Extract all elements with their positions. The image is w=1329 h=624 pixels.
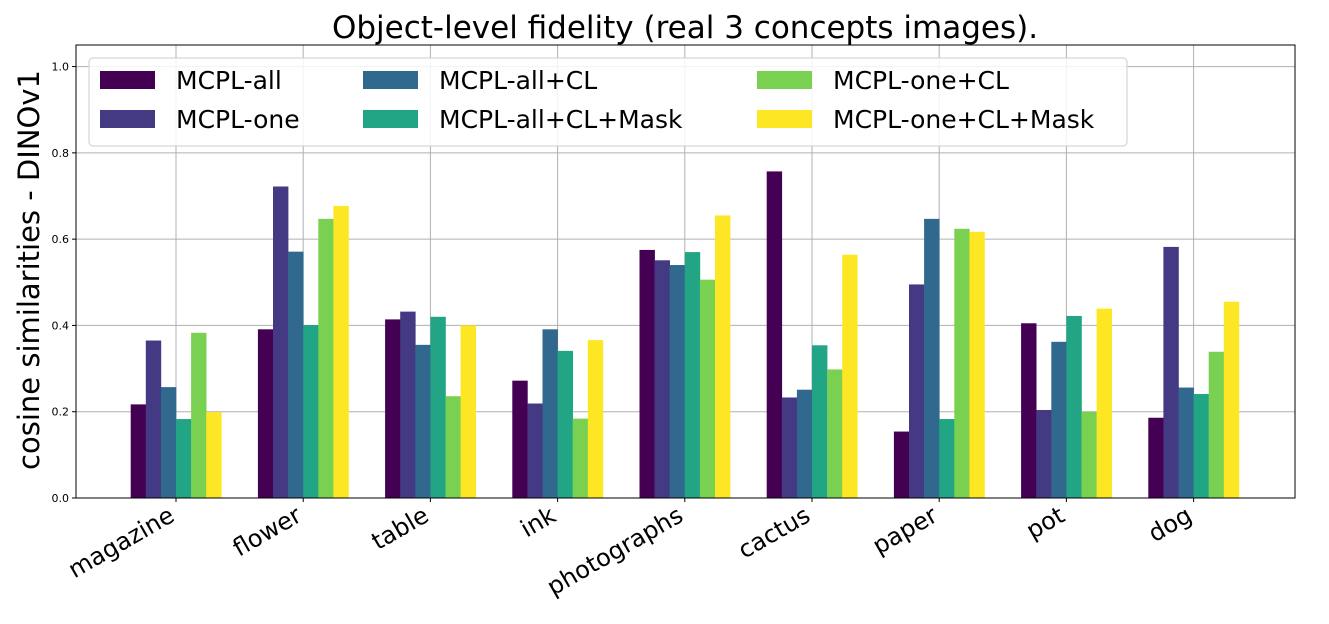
plot-frame [75, 44, 1296, 499]
bar [1148, 417, 1164, 498]
bar [796, 389, 813, 498]
bar [766, 171, 783, 498]
bar [415, 344, 431, 498]
bar [160, 387, 177, 498]
y-axis-ticks: 0.0 0.2 0.4 0.6 0.8 1.0 [52, 61, 76, 505]
x-tick-label: cactus [733, 501, 815, 564]
bar [191, 332, 207, 498]
bar [1036, 409, 1052, 498]
bar [572, 418, 589, 498]
bar [303, 324, 319, 498]
x-tick-label: paper [868, 501, 943, 560]
legend-frame [88, 57, 1128, 147]
legend-label: MCPL-all+CL [439, 66, 597, 95]
bar [145, 340, 162, 498]
x-tick-label: flower [228, 501, 306, 562]
bar [400, 311, 416, 498]
legend-swatch [363, 71, 418, 89]
legend-swatch [757, 71, 812, 89]
bar [1051, 341, 1067, 498]
bar [893, 431, 910, 498]
legend-label: MCPL-one+CL+Mask [833, 105, 1095, 134]
bar [288, 251, 304, 498]
legend-swatch [363, 110, 418, 128]
bar [669, 265, 686, 498]
y-tick-label: 0.4 [52, 319, 70, 332]
bar [1021, 323, 1037, 498]
bar [699, 279, 716, 498]
bar [527, 403, 543, 498]
bar [939, 419, 955, 498]
legend-label: MCPL-all+CL+Mask [439, 105, 683, 134]
bar [385, 319, 401, 498]
legend-label: MCPL-all [176, 66, 282, 95]
bar [430, 316, 446, 498]
bar [1081, 411, 1097, 498]
bar [954, 228, 970, 498]
bar [812, 345, 828, 498]
bar [176, 419, 192, 498]
legend-swatch [100, 71, 155, 89]
bar [1223, 301, 1240, 498]
bar [257, 329, 274, 498]
chart-title: Object-level fidelity (real 3 concepts i… [332, 10, 1038, 46]
bar [273, 186, 289, 498]
bars [130, 171, 1240, 498]
bar [639, 249, 655, 498]
y-tick-label: 0.6 [52, 233, 70, 246]
bar [969, 231, 985, 498]
bar [684, 252, 701, 498]
x-tick-label: dog [1143, 501, 1196, 548]
bar [924, 218, 940, 498]
bar [542, 329, 558, 498]
y-tick-label: 1.0 [52, 61, 70, 74]
bar [130, 404, 147, 498]
bar [781, 397, 798, 498]
bar [445, 396, 461, 498]
x-tick-label: ink [516, 501, 561, 543]
bar [1066, 315, 1082, 498]
bar [1163, 246, 1179, 498]
legend-swatch [757, 110, 812, 128]
bar [333, 205, 349, 498]
x-tick-label: pot [1021, 501, 1069, 545]
bar [1178, 387, 1194, 498]
legend-swatch [100, 110, 155, 128]
bar [318, 218, 334, 498]
y-tick-label: 0.0 [52, 492, 70, 505]
y-tick-label: 0.8 [52, 147, 70, 160]
bar [1193, 394, 1209, 498]
bar [206, 412, 222, 498]
bar [460, 325, 476, 498]
x-tick-label: table [367, 501, 434, 556]
bar [1096, 308, 1112, 498]
bar [909, 284, 925, 498]
bar [654, 260, 670, 498]
x-tick-label: photographs [542, 501, 688, 601]
legend: MCPL-all MCPL-one MCPL-all+CL MCPL-all+CL+M… [88, 57, 1128, 147]
bar [557, 350, 573, 498]
x-tick-label: magazine [63, 501, 179, 584]
bar [512, 380, 528, 498]
legend-label: MCPL-one [176, 105, 300, 134]
y-axis-label: cosine similarities - DINOv1 [12, 70, 46, 470]
bar [715, 215, 731, 498]
bar [1208, 351, 1225, 498]
y-tick-label: 0.2 [52, 406, 70, 419]
bar [842, 254, 858, 498]
bar [827, 369, 843, 498]
legend-label: MCPL-one+CL [833, 66, 1009, 95]
bar [587, 340, 604, 498]
